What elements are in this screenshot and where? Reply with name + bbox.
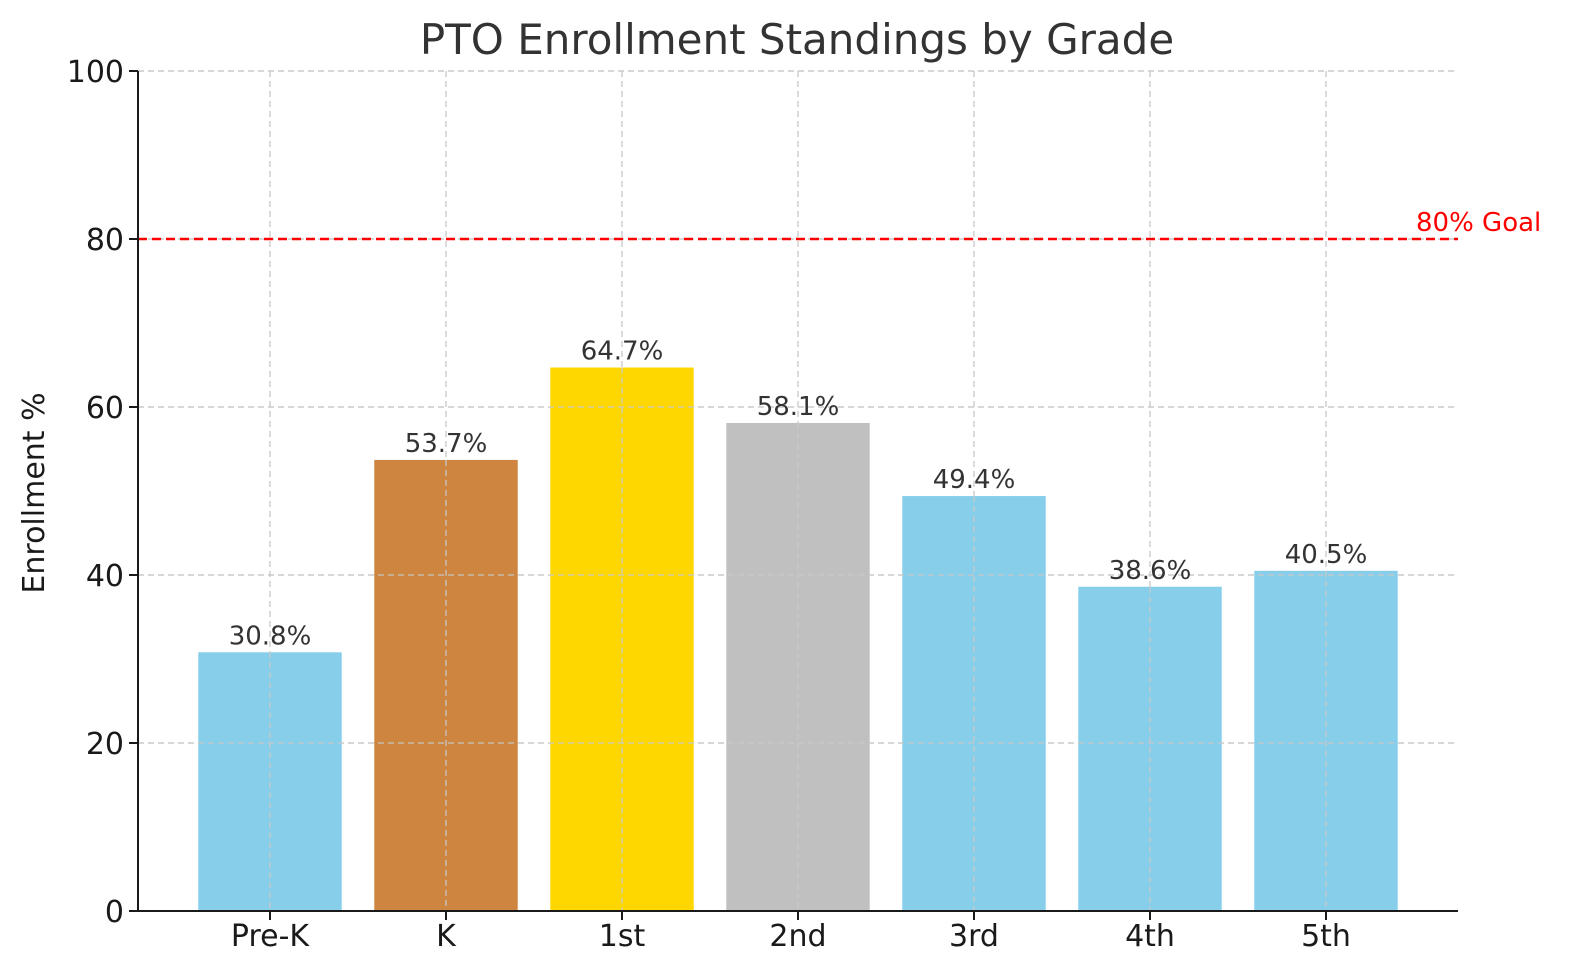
x-tick-label: Pre-K [231,919,311,954]
y-axis-label: Enrollment % [17,392,52,593]
data-label: 53.7% [405,429,488,459]
y-tick-label: 0 [105,895,124,930]
y-tick-label: 80 [86,223,124,258]
x-tick-label: 2nd [769,919,826,954]
x-tick-label: 5th [1301,919,1351,954]
goal-layer: 80% Goal [138,208,1541,241]
y-tick-label: 60 [86,391,124,426]
data-label: 64.7% [581,337,664,367]
y-tick-label: 20 [86,727,124,762]
data-label: 58.1% [757,392,840,422]
data-label: 38.6% [1109,556,1192,586]
data-label: 49.4% [933,465,1016,495]
data-labels-layer: 30.8% 53.7% 64.7% 58.1% 49.4% 38.6% 40.5% [229,337,1368,652]
data-label: 40.5% [1285,540,1368,570]
bars-layer [138,70,1458,911]
y-tick-label: 100 [67,55,124,90]
chart-title: PTO Enrollment Standings by Grade [420,15,1174,64]
x-tick-label: 1st [599,919,646,954]
bar-pre-k [198,652,342,911]
goal-label: 80% Goal [1416,208,1541,238]
x-tick-label: 3rd [949,919,999,954]
x-tick-label: 4th [1125,919,1175,954]
axes-layer: 0 20 40 60 80 100 Pre-K K 1st 2nd 3rd 4th 5th [67,55,1458,954]
y-tick-label: 40 [86,559,124,594]
x-tick-label: K [436,919,457,954]
data-label: 30.8% [229,621,312,651]
